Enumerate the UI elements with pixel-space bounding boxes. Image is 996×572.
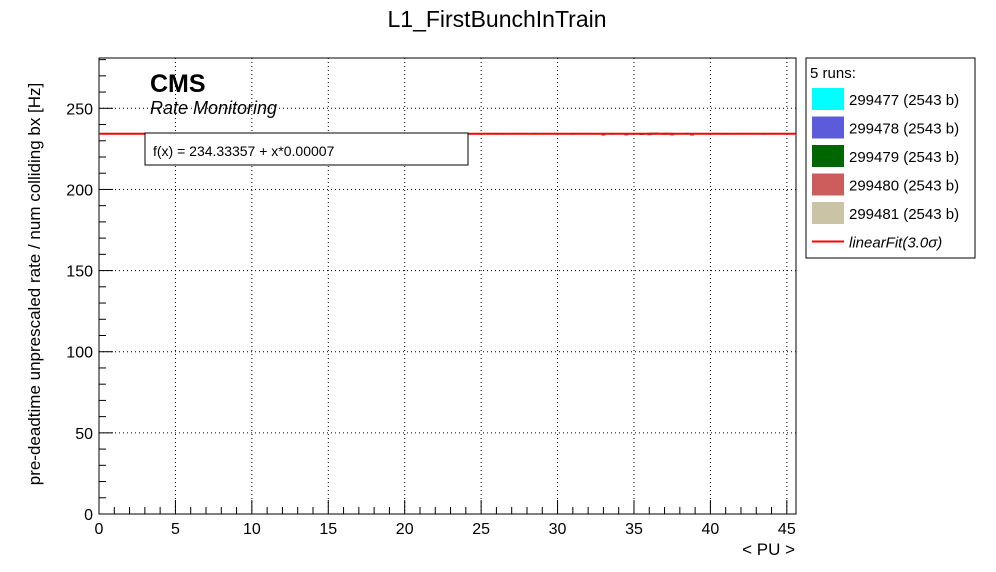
cms-label: CMS xyxy=(150,70,206,98)
fit-label-text: f(x) = 234.33357 + x*0.00007 xyxy=(153,143,335,159)
x-tick-label: 10 xyxy=(243,521,261,538)
legend-entry-label: 299480 (2543 b) xyxy=(849,178,959,195)
legend-entry-label: 299481 (2543 b) xyxy=(849,206,959,223)
legend-swatch xyxy=(812,145,844,167)
x-tick-label: 0 xyxy=(95,521,104,538)
legend-swatch xyxy=(812,116,844,139)
legend-swatch xyxy=(812,88,844,110)
y-tick-label: 100 xyxy=(66,345,93,362)
axes: 0 5 10 15 20 25 30 35 40 45 0 50 100 150 200 250 xyxy=(66,59,796,538)
x-tick-label: 40 xyxy=(702,521,720,538)
grid xyxy=(99,58,796,514)
legend: 5 runs: 299477 (2543 b) 299478 (2543 b) 29… xyxy=(805,57,976,259)
x-tick-label: 35 xyxy=(625,521,643,538)
x-tick-label: 20 xyxy=(396,521,414,538)
y-tick-label: 150 xyxy=(66,264,93,281)
plot-frame xyxy=(98,57,797,515)
x-axis-label: < PU > xyxy=(742,540,795,559)
legend-swatch xyxy=(812,202,844,224)
x-tick-label: 45 xyxy=(778,521,796,538)
x-tick-label: 15 xyxy=(319,521,337,538)
legend-fit-label: linearFit(3.0σ) xyxy=(849,235,942,252)
y-tick-label: 200 xyxy=(66,182,93,199)
x-tick-label: 25 xyxy=(472,521,490,538)
legend-entry-label: 299477 (2543 b) xyxy=(849,92,959,109)
y-axis-label: pre-deadtime unprescaled rate / num coll… xyxy=(25,83,44,486)
legend-entry-label: 299478 (2543 b) xyxy=(849,121,959,138)
y-tick-label: 0 xyxy=(84,507,93,524)
legend-header: 5 runs: xyxy=(810,65,856,82)
chart-title: L1_FirstBunchInTrain xyxy=(387,6,606,32)
fit-label-box: f(x) = 234.33357 + x*0.00007 xyxy=(144,132,469,166)
legend-swatch xyxy=(812,173,844,196)
x-tick-label: 5 xyxy=(171,521,180,538)
rate-monitoring-label: Rate Monitoring xyxy=(150,98,277,118)
legend-entry-label: 299479 (2543 b) xyxy=(849,149,959,166)
y-tick-label: 250 xyxy=(66,101,93,118)
x-tick-label: 30 xyxy=(549,521,567,538)
y-tick-label: 50 xyxy=(75,426,93,443)
